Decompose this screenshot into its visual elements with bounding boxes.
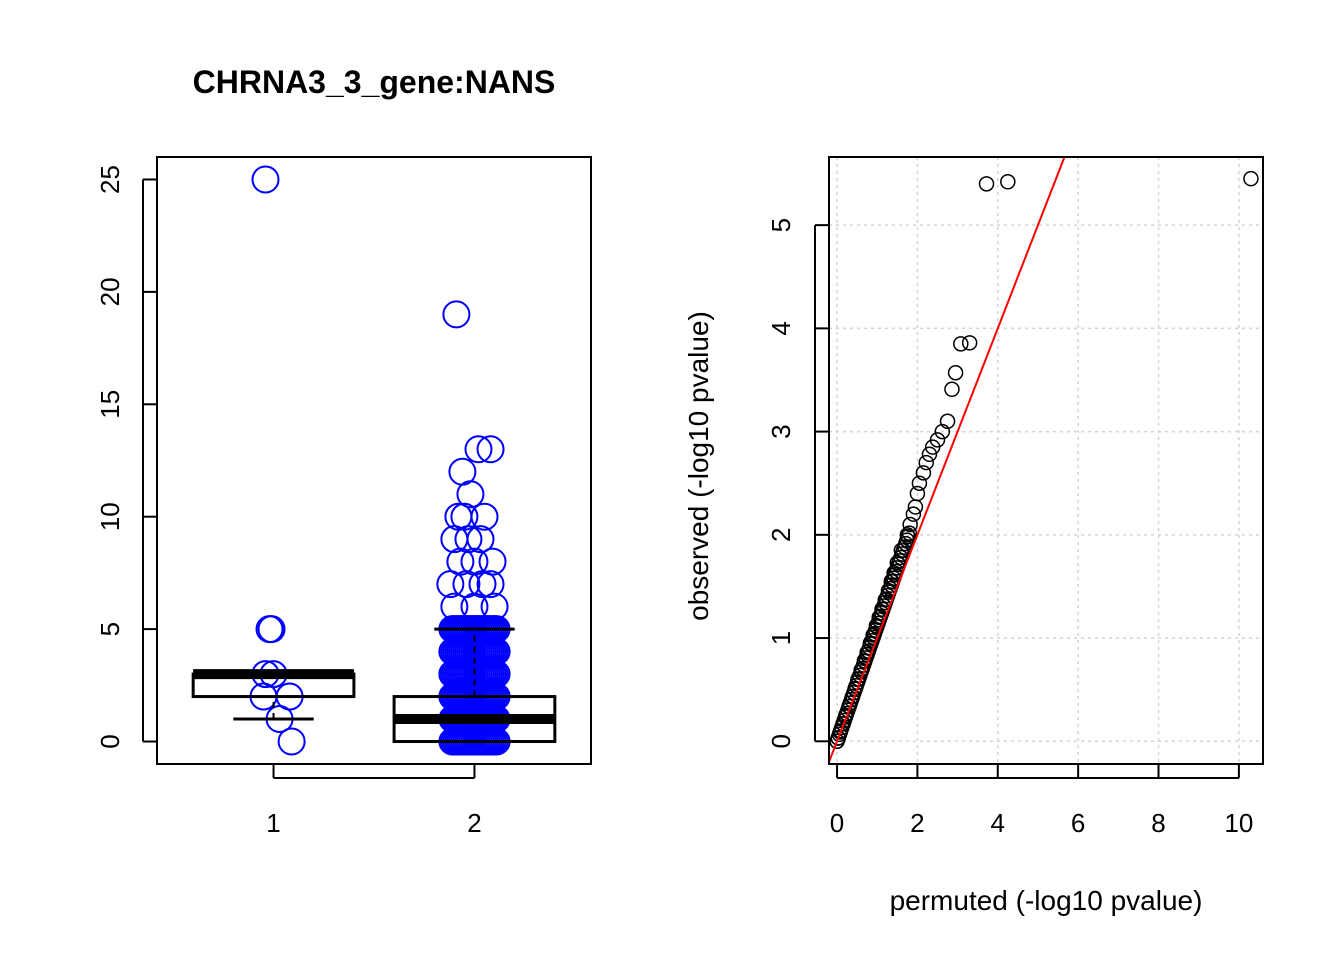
y-tick-label: 5 — [95, 622, 125, 636]
y-tick-label: 3 — [766, 424, 796, 438]
x-tick-label: 2 — [467, 808, 481, 838]
x-tick-label: 10 — [1224, 808, 1253, 838]
data-point — [978, 176, 995, 192]
data-point — [257, 615, 286, 644]
y-axis-label: observed (-log10 pvalue) — [683, 311, 714, 621]
data-point — [464, 435, 493, 464]
data-point — [277, 727, 306, 756]
data-point — [953, 336, 969, 352]
box-shapes — [191, 627, 557, 744]
data-point — [961, 335, 978, 351]
data-point — [829, 733, 845, 750]
data-point — [907, 499, 924, 515]
data-point — [476, 435, 505, 464]
data-point — [460, 592, 489, 621]
data-point — [915, 465, 932, 481]
data-point — [436, 570, 465, 599]
data-point — [947, 365, 964, 381]
data-point — [1243, 170, 1259, 187]
data-point — [466, 525, 495, 554]
data-point — [924, 439, 941, 455]
data-point — [862, 635, 879, 651]
data-point — [832, 724, 849, 740]
data-point — [476, 570, 505, 599]
right-plot-frame — [828, 156, 1264, 765]
y-tick-label: 1 — [766, 631, 796, 645]
data-point — [1000, 174, 1016, 190]
qq-points — [829, 170, 1259, 750]
left-y-axis: 0 5 10 15 20 25 — [95, 165, 157, 749]
data-point — [921, 446, 938, 463]
y-tick-label: 25 — [95, 165, 125, 194]
data-point — [911, 475, 928, 491]
y-tick-label: 15 — [95, 390, 125, 419]
y-tick-label: 2 — [766, 528, 796, 542]
box-1 — [191, 669, 356, 721]
data-point — [868, 617, 885, 634]
data-point — [841, 698, 857, 714]
right-y-axis: 0 1 2 3 4 5 — [766, 218, 829, 749]
x-tick-label: 8 — [1151, 808, 1165, 838]
chart-title: CHRNA3_3_gene:NANS — [193, 64, 556, 100]
x-tick-label: 6 — [1071, 808, 1085, 838]
right-x-axis: 0 2 4 6 8 10 — [830, 764, 1253, 838]
data-point — [939, 413, 956, 430]
y-tick-label: 20 — [95, 277, 125, 306]
y-tick-label: 4 — [766, 321, 796, 335]
y-tick-label: 0 — [766, 734, 796, 748]
box-2 — [392, 627, 557, 744]
data-point — [838, 707, 854, 724]
x-tick-label: 0 — [830, 808, 844, 838]
data-point — [856, 653, 873, 669]
data-point — [918, 454, 934, 471]
data-point — [440, 592, 469, 621]
data-point — [859, 644, 875, 661]
data-point — [901, 525, 918, 541]
data-point — [886, 565, 902, 581]
data-point — [934, 423, 951, 440]
data-point — [456, 480, 485, 509]
left-plot-frame — [156, 156, 592, 765]
data-point — [905, 506, 922, 522]
data-point — [480, 592, 509, 621]
data-point — [865, 627, 881, 643]
data-point — [899, 527, 916, 543]
data-point — [835, 715, 851, 732]
data-point — [889, 554, 906, 571]
y-tick-label: 5 — [766, 218, 796, 232]
y-tick-label: 0 — [95, 734, 125, 748]
x-tick-label: 2 — [910, 808, 924, 838]
reference-line — [828, 156, 1066, 763]
data-point — [470, 502, 499, 531]
y-tick-label: 10 — [95, 502, 125, 531]
data-point — [442, 300, 471, 329]
x-tick-label: 4 — [991, 808, 1005, 838]
data-point — [251, 165, 280, 194]
data-point — [902, 516, 918, 533]
box-points — [249, 165, 511, 756]
data-point — [255, 615, 284, 644]
right-grid — [829, 157, 1263, 764]
data-point — [944, 381, 960, 398]
x-tick-label: 1 — [266, 808, 280, 838]
x-axis-label: permuted (-log10 pvalue) — [890, 885, 1203, 916]
